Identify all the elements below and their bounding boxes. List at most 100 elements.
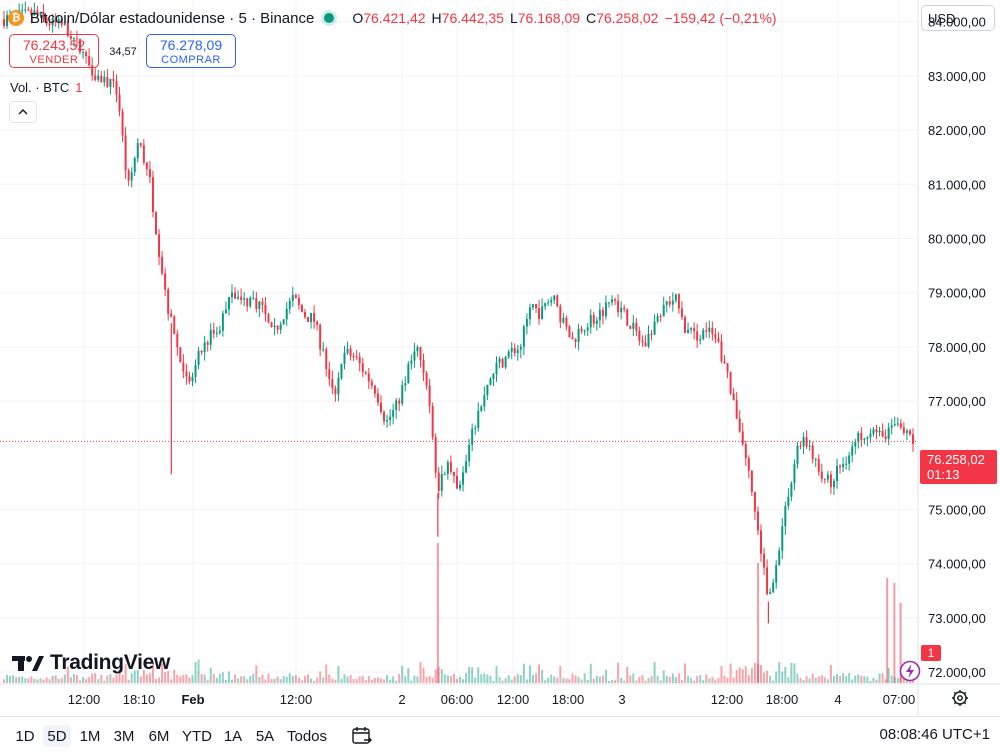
collapse-legend-button[interactable] bbox=[9, 101, 37, 123]
candle-body bbox=[176, 333, 179, 348]
x-tick-label: 18:00 bbox=[766, 692, 799, 707]
volume-bar bbox=[436, 543, 439, 683]
candle-body bbox=[839, 465, 842, 468]
range-5d-button[interactable]: 5D bbox=[43, 725, 71, 747]
y-tick-label: 72.000,00 bbox=[928, 665, 986, 680]
volume-bar bbox=[310, 678, 313, 683]
candle-body bbox=[291, 294, 294, 301]
y-tick-label: 80.000,00 bbox=[928, 232, 986, 247]
volume-bar bbox=[367, 675, 370, 683]
candle-body bbox=[416, 346, 419, 352]
candle-body bbox=[373, 385, 376, 394]
candle-body bbox=[127, 170, 130, 181]
candle-body bbox=[677, 294, 680, 309]
candle-body bbox=[106, 76, 109, 87]
candle-body bbox=[188, 376, 191, 382]
volume-bar bbox=[255, 665, 258, 683]
candle-body bbox=[796, 445, 799, 465]
volume-bar bbox=[243, 676, 246, 683]
range-3m-button[interactable]: 3M bbox=[113, 727, 135, 745]
candle-body bbox=[732, 393, 735, 401]
volume-bar bbox=[63, 674, 66, 683]
candle-body bbox=[878, 430, 881, 433]
volume-bar bbox=[164, 671, 167, 683]
volume-bar bbox=[370, 679, 373, 683]
candle-body bbox=[565, 317, 568, 327]
currency-selector[interactable]: USD bbox=[921, 5, 995, 31]
candle-body bbox=[273, 325, 276, 327]
bottom-toolbar: 1D 5D 1M 3M 6M YTD 1A 5A Todos 08:08:46 … bbox=[0, 716, 1000, 753]
volume-bar bbox=[197, 659, 200, 683]
candle-body bbox=[556, 295, 559, 307]
candle-body bbox=[349, 348, 352, 356]
candle-body bbox=[519, 346, 522, 350]
volume-bar bbox=[851, 679, 854, 683]
range-1m-button[interactable]: 1M bbox=[79, 727, 101, 745]
volume-bar bbox=[85, 679, 88, 683]
candle-body bbox=[33, 10, 36, 16]
volume-bar bbox=[693, 680, 696, 683]
candle-body bbox=[112, 79, 115, 81]
volume-bar bbox=[434, 669, 437, 683]
candle-body bbox=[799, 445, 802, 447]
candle-body bbox=[550, 300, 553, 303]
buy-button[interactable]: 76.278,09 COMPRAR bbox=[146, 34, 236, 68]
price-axis[interactable]: 84.000,00 83.000,00 82.000,00 81.000,00 80.0… bbox=[917, 0, 986, 716]
candle-body bbox=[63, 22, 66, 25]
volume-bar bbox=[373, 677, 376, 683]
candle-body bbox=[759, 530, 762, 554]
sell-button[interactable]: 76.243,52 VENDER bbox=[9, 34, 99, 68]
candle-body bbox=[601, 309, 604, 317]
volume-bar bbox=[690, 678, 693, 683]
candle-body bbox=[45, 17, 48, 24]
range-1a-button[interactable]: 1A bbox=[223, 727, 243, 745]
candle-body bbox=[644, 342, 647, 347]
candle-body bbox=[817, 458, 820, 472]
volume-bar bbox=[54, 675, 57, 683]
volume-bar bbox=[492, 680, 495, 683]
candle-body bbox=[629, 325, 632, 329]
x-tick-label: 18:00 bbox=[552, 692, 585, 707]
volume-bar bbox=[282, 675, 285, 683]
volume-bar bbox=[592, 678, 595, 683]
symbol-title[interactable]: Bitcoin/Dólar estadounidense · 5 · Binan… bbox=[30, 9, 315, 27]
volume-bar bbox=[541, 669, 544, 683]
candle-body bbox=[486, 384, 489, 396]
volume-bar bbox=[583, 673, 586, 683]
volume-bar bbox=[9, 675, 12, 683]
volume-bar bbox=[21, 676, 24, 683]
volume-bar bbox=[206, 680, 209, 683]
range-6m-button[interactable]: 6M bbox=[148, 727, 170, 745]
candle-body bbox=[103, 76, 106, 83]
volume-bar bbox=[97, 679, 100, 683]
x-tick-label: 12:00 bbox=[497, 692, 530, 707]
clock-timezone[interactable]: 08:08:46 UTC+1 bbox=[879, 726, 991, 743]
candle-body bbox=[313, 313, 316, 322]
candle-body bbox=[66, 22, 69, 36]
candle-body bbox=[197, 350, 200, 365]
range-5a-button[interactable]: 5A bbox=[255, 727, 275, 745]
candle-body bbox=[234, 292, 237, 299]
range-all-button[interactable]: Todos bbox=[286, 727, 328, 745]
gear-icon[interactable] bbox=[951, 689, 969, 707]
volume-bar bbox=[364, 680, 367, 683]
candle-body bbox=[97, 75, 100, 80]
volume-bar bbox=[823, 677, 826, 683]
volume-bar bbox=[878, 673, 881, 683]
volume-legend[interactable]: Vol. · BTC 1 bbox=[10, 80, 82, 95]
calendar-icon[interactable] bbox=[351, 726, 373, 746]
candle-body bbox=[252, 297, 255, 299]
volume-bar bbox=[291, 676, 294, 683]
candle-body bbox=[185, 371, 188, 377]
volume-bar bbox=[574, 675, 577, 683]
time-axis[interactable]: 12:00 18:10 Feb 12:00 2 06:00 12:00 18:00 3 12:00… bbox=[0, 683, 1000, 707]
candle-body bbox=[209, 330, 212, 345]
candle-body bbox=[696, 331, 699, 341]
candle-body bbox=[297, 298, 300, 305]
range-1d-button[interactable]: 1D bbox=[15, 727, 35, 745]
lightning-icon[interactable] bbox=[899, 660, 921, 682]
volume-bar bbox=[145, 674, 148, 683]
volume-bar bbox=[267, 673, 270, 683]
range-ytd-button[interactable]: YTD bbox=[182, 727, 212, 745]
